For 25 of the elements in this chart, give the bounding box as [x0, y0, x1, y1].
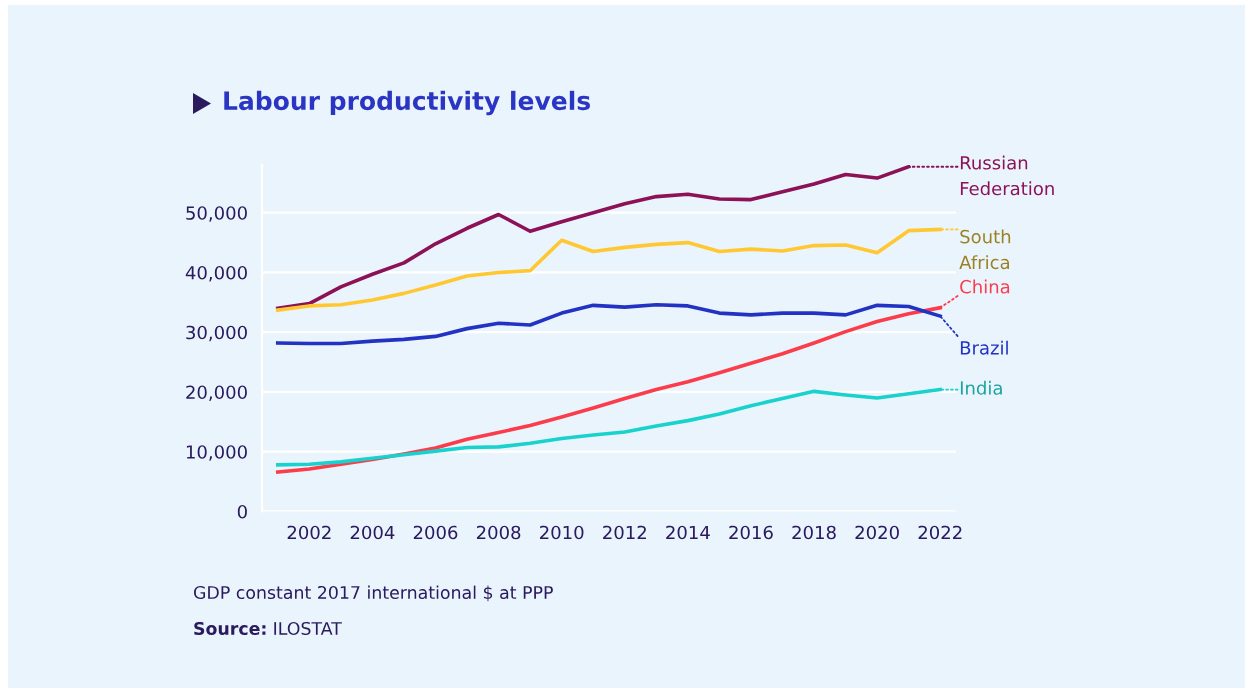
x-tick-label: 2002 [287, 525, 331, 540]
text: GDP constant 2017 international $ at PPP [193, 585, 553, 602]
legend-label: South Africa [959, 229, 1011, 270]
source-note: Source: ILOSTAT [194, 621, 342, 636]
x-tick-label: 2006 [413, 525, 458, 540]
y-tick-label: 30,000 [186, 325, 247, 342]
y-tick-label: 10,000 [186, 445, 247, 461]
x-tick-label: 2018 [792, 525, 836, 540]
x-tick-label: 2008 [476, 525, 521, 540]
legend-label: India [960, 380, 1002, 395]
x-tick-label: 2016 [729, 525, 773, 540]
series-label: Brazil [960, 340, 1008, 355]
x-tick-label: 2012 [603, 525, 646, 540]
y-tick-label: 0 [237, 504, 247, 519]
legend-label: Russian Federation [960, 155, 1054, 196]
x-tick-label: 2022 [918, 525, 962, 540]
x-tick-label: 2010 [540, 525, 584, 540]
chart-title: Labour productivity levels [224, 90, 590, 116]
y-tick-label: 50,000 [186, 206, 247, 222]
x-tick-label: 2004 [350, 525, 395, 540]
x-tick-label: 2020 [855, 525, 899, 540]
y-tick-label: 40,000 [185, 265, 247, 282]
series-label: China [960, 279, 1010, 294]
x-tick-label: 2014 [666, 525, 710, 540]
y-tick-label: 20,000 [186, 385, 247, 401]
